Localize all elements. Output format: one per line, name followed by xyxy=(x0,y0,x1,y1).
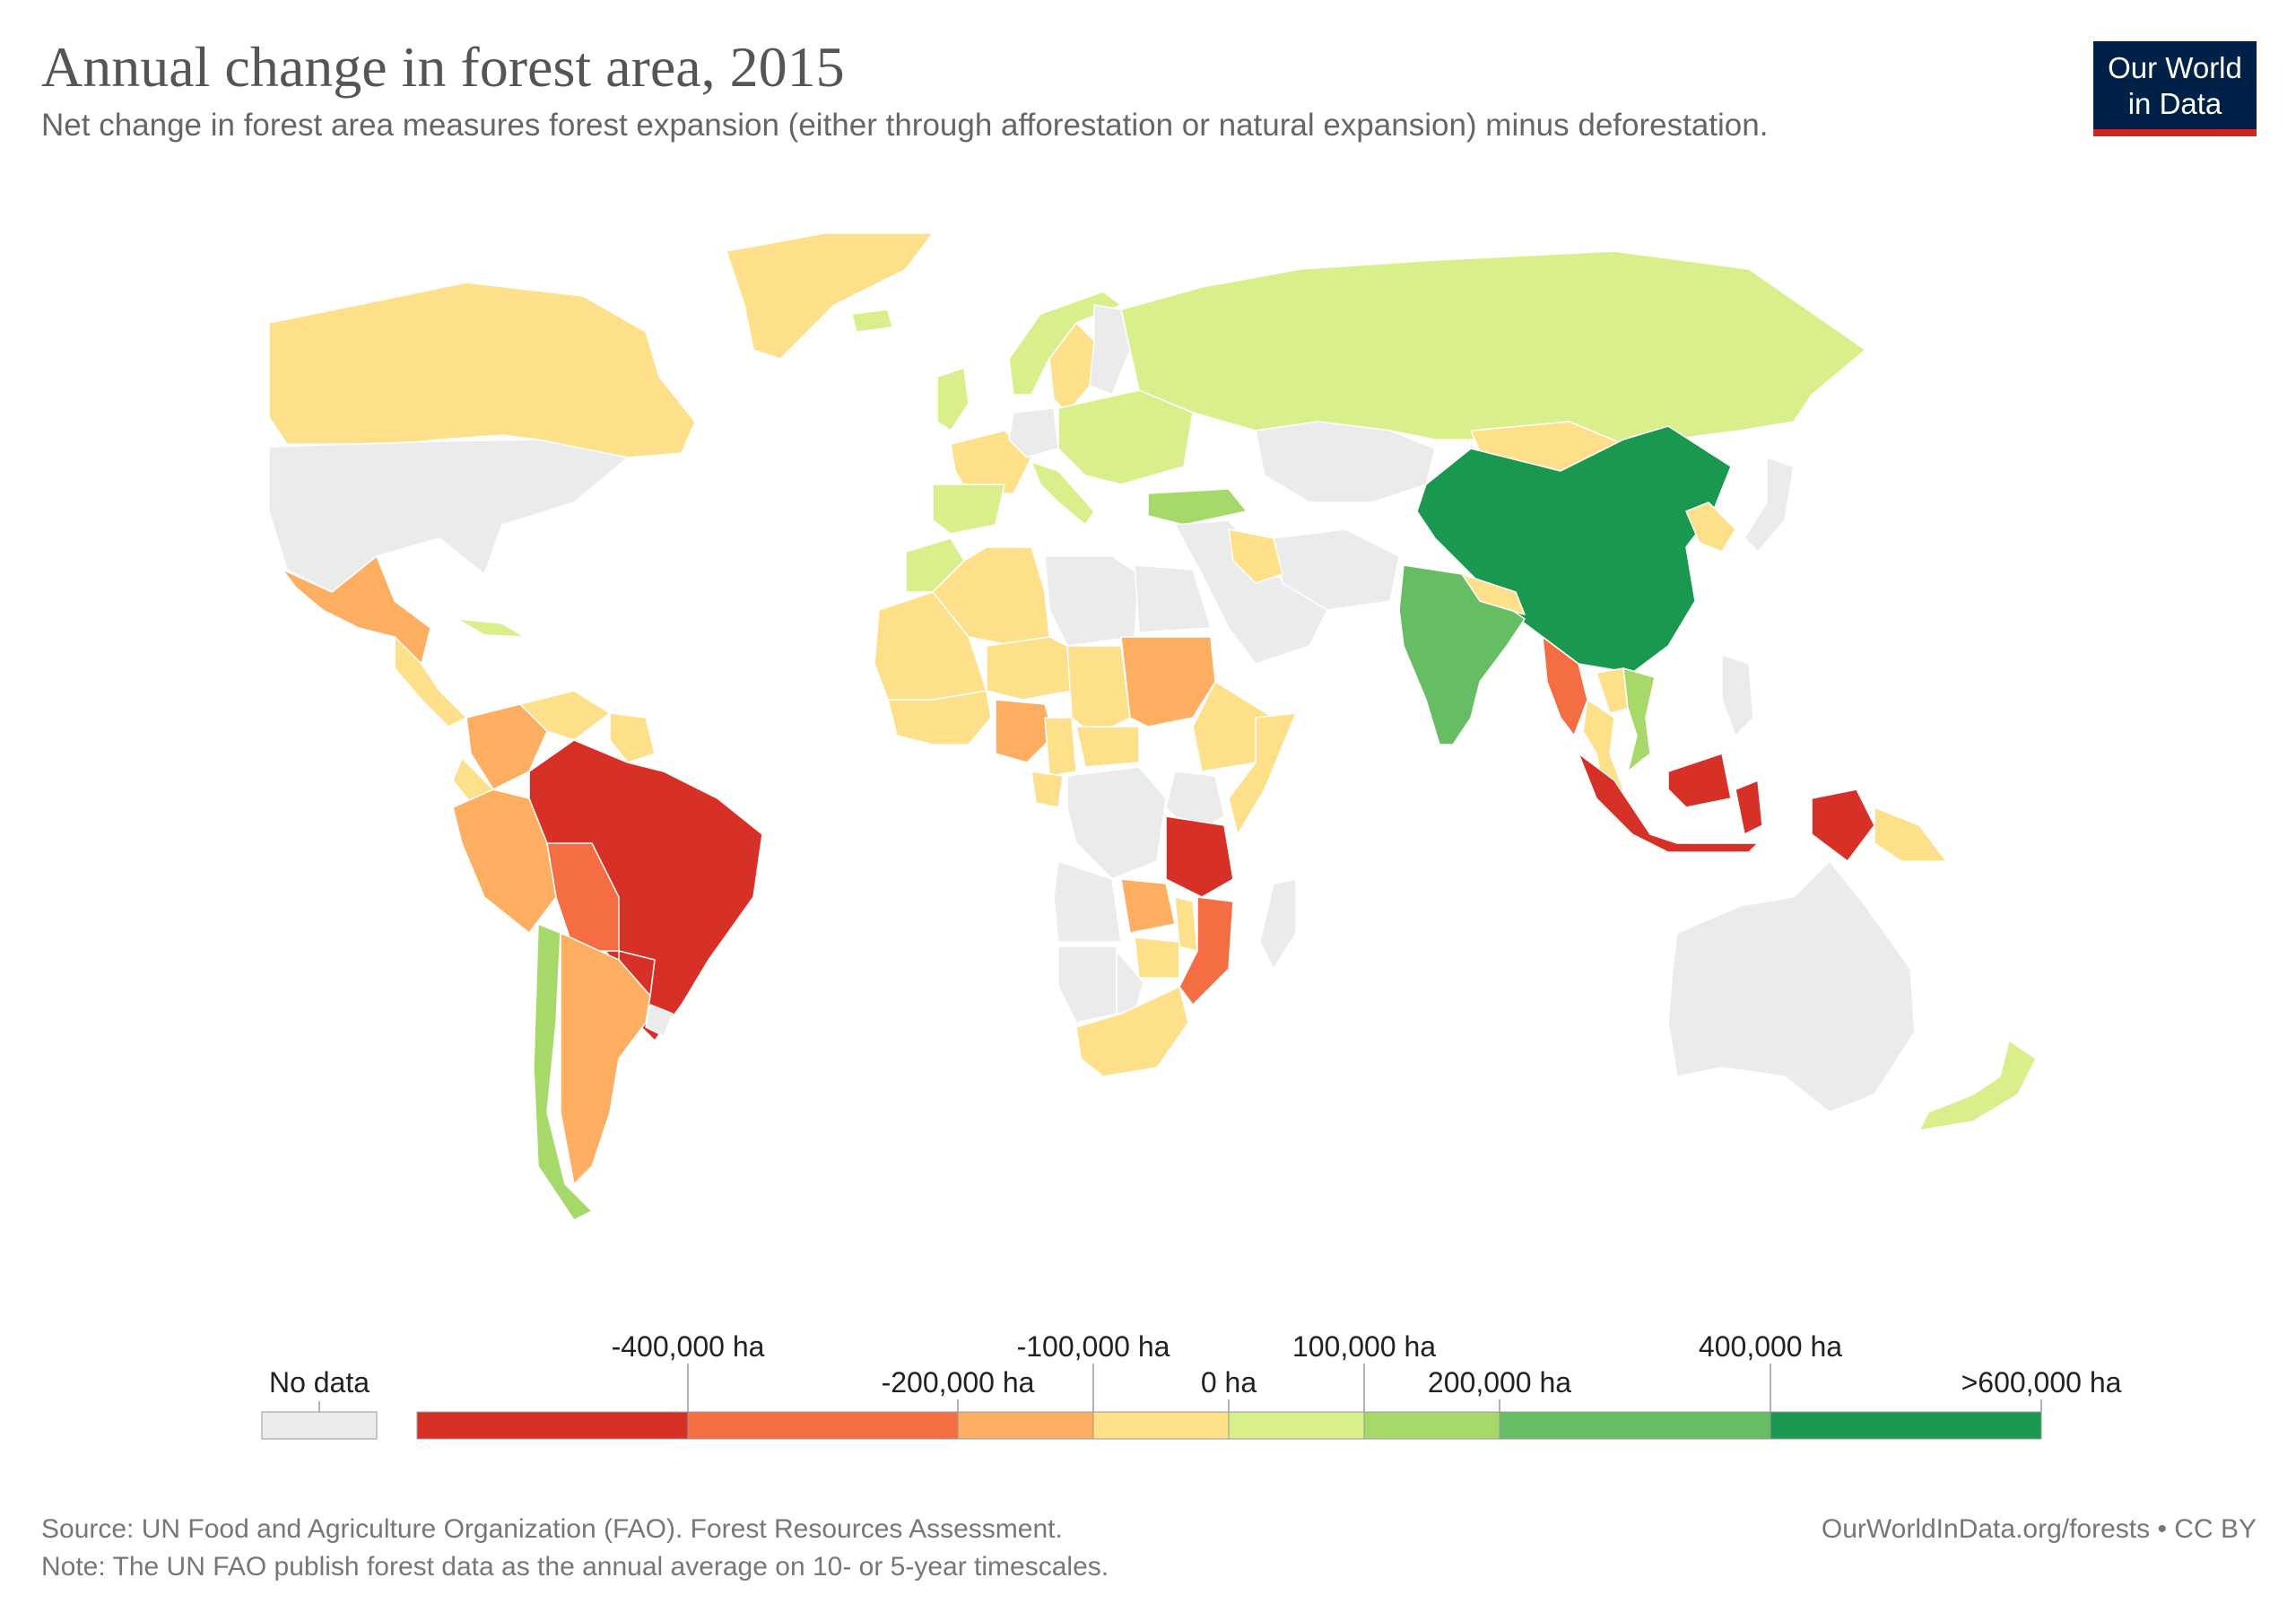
region-new-zealand[interactable]: New Zealand xyxy=(1918,1040,2037,1131)
region-japan[interactable]: Japan xyxy=(1744,457,1795,553)
legend-tick-label-1: -200,000 ha xyxy=(882,1366,1035,1399)
region-argentina[interactable]: Argentina xyxy=(560,932,651,1185)
source-text: Source: UN Food and Agriculture Organiza… xyxy=(41,1514,1063,1544)
region-cuba[interactable]: Cuba xyxy=(457,618,526,638)
region-zimbabwe[interactable]: Zimbabwe xyxy=(1134,937,1180,979)
legend-bin-7 xyxy=(1770,1411,2042,1440)
logo-line-1: Our World xyxy=(2108,51,2242,84)
region-mozambique[interactable]: Mozambique xyxy=(1178,896,1234,1006)
region-chile[interactable]: Chile xyxy=(533,923,593,1221)
legend-tick-label-3: 0 ha xyxy=(1201,1366,1257,1399)
legend-no-data-swatch xyxy=(261,1411,378,1440)
region-russia[interactable]: Russia xyxy=(1120,250,1866,449)
region-papua-new-guinea[interactable]: Papua New Guinea xyxy=(1874,806,1947,862)
region-iceland[interactable]: Iceland xyxy=(851,309,893,333)
region-south-africa[interactable]: South Africa xyxy=(1075,986,1189,1077)
region-laos[interactable]: Laos xyxy=(1596,667,1629,714)
legend-tick-label-2: -100,000 ha xyxy=(1017,1330,1170,1363)
region-indonesia[interactable]: Indonesia xyxy=(1578,753,1875,862)
region-united-states[interactable]: United States xyxy=(268,439,629,593)
legend-bin-0 xyxy=(416,1411,689,1440)
region-cameroon[interactable]: Cameroon xyxy=(1044,717,1077,777)
region-libya[interactable]: Libya xyxy=(1044,555,1140,647)
region-guianas[interactable]: Guianas xyxy=(609,712,656,763)
region-canada[interactable]: Canada xyxy=(268,282,696,458)
region-west-africa[interactable]: West Africa xyxy=(887,690,992,745)
region-central-african-republic[interactable]: Central African Republic xyxy=(1075,726,1140,768)
region-madagascar[interactable]: Madagascar xyxy=(1259,878,1297,970)
owid-logo[interactable]: Our World in Data xyxy=(2093,41,2257,136)
region-niger[interactable]: Niger xyxy=(986,636,1073,701)
region-venezuela[interactable]: Venezuela xyxy=(519,690,611,741)
chart-title: Annual change in forest area, 2015 xyxy=(41,35,845,99)
legend-tick-label-4: 100,000 ha xyxy=(1292,1330,1436,1363)
region-gabon[interactable]: Gabon xyxy=(1031,771,1064,808)
region-angola[interactable]: Angola xyxy=(1053,860,1122,943)
region-korea[interactable]: Korea xyxy=(1685,501,1736,553)
legend-tick-label-5: 200,000 ha xyxy=(1428,1366,1571,1399)
credit-link[interactable]: OurWorldInData.org/forests • CC BY xyxy=(1821,1514,2257,1544)
region-zambia[interactable]: Zambia xyxy=(1120,878,1176,934)
region-nigeria[interactable]: Nigeria xyxy=(995,699,1055,763)
legend-tick-label-0: -400,000 ha xyxy=(612,1330,765,1363)
region-nepal[interactable]: Nepal xyxy=(1461,573,1526,615)
legend-bin-2 xyxy=(957,1411,1094,1440)
logo-line-2: in Data xyxy=(2127,87,2222,120)
region-china[interactable]: China xyxy=(1416,425,1732,674)
legend-bin-1 xyxy=(687,1411,959,1440)
region-egypt[interactable]: Egypt xyxy=(1134,564,1212,633)
region-greenland[interactable]: Greenland xyxy=(726,232,934,360)
legend-tick-label-6: 400,000 ha xyxy=(1699,1330,1842,1363)
legend-no-data-label: No data xyxy=(269,1366,370,1399)
legend-tick-label-7: >600,000 ha xyxy=(1961,1366,2122,1399)
legend-bin-3 xyxy=(1092,1411,1230,1440)
region-sudan[interactable]: Sudan xyxy=(1120,636,1216,728)
region-united-kingdom[interactable]: United Kingdom xyxy=(936,367,970,431)
region-tanzania[interactable]: Tanzania xyxy=(1165,815,1234,898)
region-france[interactable]: France xyxy=(950,430,1032,494)
region-uruguay[interactable]: Uruguay xyxy=(645,1004,674,1037)
region-vietnam[interactable]: Vietnam xyxy=(1622,667,1656,772)
region-ethiopia[interactable]: Ethiopia xyxy=(1192,681,1274,772)
legend-bin-6 xyxy=(1499,1411,1771,1440)
region-germany[interactable]: Germany xyxy=(1008,407,1059,458)
region-chad[interactable]: Chad xyxy=(1066,645,1131,736)
region-namibia[interactable]: Namibia xyxy=(1057,946,1118,1024)
region-australia[interactable]: Australia xyxy=(1667,860,1916,1113)
color-legend: No data -400,000 ha -200,000 ha-100,000 ha… xyxy=(261,1330,2122,1440)
world-map[interactable]: CanadaGreenlandUnited StatesMexicoCentra… xyxy=(0,215,2296,1310)
region-iran[interactable]: Iran xyxy=(1273,528,1400,611)
region-somalia[interactable]: Somalia xyxy=(1228,712,1297,835)
chart-subtitle: Net change in forest area measures fores… xyxy=(41,108,1769,143)
region-algeria[interactable]: Algeria xyxy=(932,546,1050,647)
region-myanmar[interactable]: Myanmar xyxy=(1542,636,1588,736)
legend-bin-5 xyxy=(1363,1411,1500,1440)
region-iraq[interactable]: Iraq xyxy=(1228,528,1283,584)
region-italy[interactable]: Italy xyxy=(1031,461,1095,526)
region-philippines[interactable]: Philippines xyxy=(1721,654,1754,736)
region-spain[interactable]: Spain xyxy=(932,484,1005,535)
legend-bin-4 xyxy=(1228,1411,1365,1440)
note-text: Note: The UN FAO publish forest data as … xyxy=(41,1552,1109,1582)
region-turkey[interactable]: Turkey xyxy=(1147,488,1248,526)
region-dr-congo[interactable]: DR Congo xyxy=(1066,766,1167,880)
region-central-america[interactable]: Central America xyxy=(394,636,467,728)
